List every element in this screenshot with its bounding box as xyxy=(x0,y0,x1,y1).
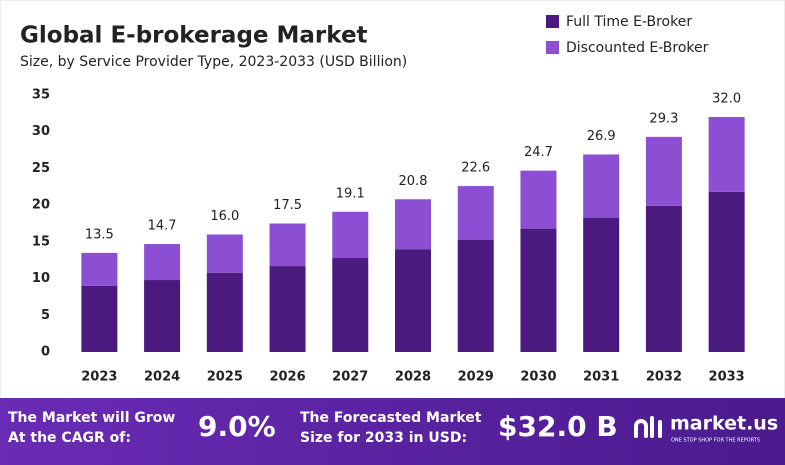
y-tick-label: 15 xyxy=(32,234,50,249)
x-tick-label: 2033 xyxy=(709,370,745,385)
total-label: 22.6 xyxy=(461,161,490,176)
footer-band xyxy=(0,398,785,465)
footer: The Market will Grow At the CAGR of: 9.0… xyxy=(0,398,785,465)
footer-value: 9.0% xyxy=(198,410,276,443)
total-label: 32.0 xyxy=(712,92,741,107)
bar-segment xyxy=(206,234,243,273)
x-tick-label: 2027 xyxy=(332,370,368,385)
chart-subtitle: Size, by Service Provider Type, 2023-203… xyxy=(20,54,407,70)
bar-segment xyxy=(395,249,431,352)
x-tick-label: 2025 xyxy=(207,370,243,385)
brand-logo xyxy=(634,416,662,438)
total-label: 29.3 xyxy=(649,111,678,126)
x-tick-label: 2029 xyxy=(458,370,494,385)
bar-segment xyxy=(332,211,369,259)
x-tick-label: 2028 xyxy=(395,370,431,385)
bar-segment xyxy=(457,186,494,240)
footer-text: At the CAGR of: xyxy=(8,430,131,446)
bar-segment xyxy=(645,205,682,352)
footer-text: The Market will Grow xyxy=(8,410,175,426)
bar-segment xyxy=(269,223,306,267)
total-label: 17.5 xyxy=(273,198,302,213)
y-tick-label: 5 xyxy=(41,308,50,323)
total-label: 24.7 xyxy=(524,145,553,160)
bar-segment xyxy=(206,272,243,352)
legend-label: Discounted E-Broker xyxy=(566,40,709,56)
footer-text: Size for 2033 in USD: xyxy=(300,430,467,446)
bar-segment xyxy=(144,280,181,352)
y-tick-label: 35 xyxy=(32,88,50,103)
bar-segment xyxy=(81,252,118,286)
bar-segment xyxy=(520,170,557,229)
y-tick-label: 30 xyxy=(32,124,50,139)
bar-segment xyxy=(645,136,682,206)
total-label: 19.1 xyxy=(336,186,365,201)
legend-label: Full Time E-Broker xyxy=(566,14,692,30)
y-tick-label: 25 xyxy=(32,161,50,176)
x-tick-label: 2031 xyxy=(583,370,619,385)
x-tick-label: 2024 xyxy=(144,370,180,385)
total-label: 14.7 xyxy=(148,219,177,234)
y-tick-label: 0 xyxy=(41,345,50,360)
bar-segment xyxy=(708,191,745,352)
x-tick-label: 2023 xyxy=(81,370,117,385)
x-tick-label: 2030 xyxy=(520,370,556,385)
footer-value: $32.0 B xyxy=(498,410,618,443)
footer-text: The Forecasted Market xyxy=(300,410,482,426)
y-tick-label: 10 xyxy=(32,271,50,286)
bar-segment xyxy=(583,217,620,352)
total-label: 26.9 xyxy=(587,129,616,144)
bar-segment xyxy=(81,285,118,352)
bar-segment xyxy=(520,228,557,352)
total-label: 13.5 xyxy=(85,227,114,242)
bar-segment xyxy=(269,266,306,352)
total-label: 20.8 xyxy=(399,174,428,189)
chart-title: Global E-brokerage Market xyxy=(20,23,368,49)
total-label: 16.0 xyxy=(210,209,239,224)
x-tick-label: 2032 xyxy=(646,370,682,385)
bar-segment xyxy=(708,117,745,192)
brand-name: market.us xyxy=(670,413,778,435)
legend-swatch xyxy=(546,41,559,54)
y-tick-label: 20 xyxy=(32,198,50,213)
x-tick-label: 2026 xyxy=(269,370,305,385)
brand-tagline: ONE STOP SHOP FOR THE REPORTS xyxy=(671,438,760,444)
bar-segment xyxy=(583,154,620,218)
bar-segment xyxy=(457,239,494,352)
legend-swatch xyxy=(546,15,559,28)
bar-segment xyxy=(144,244,181,281)
bar-segment xyxy=(332,258,369,352)
bar-segment xyxy=(395,199,431,250)
